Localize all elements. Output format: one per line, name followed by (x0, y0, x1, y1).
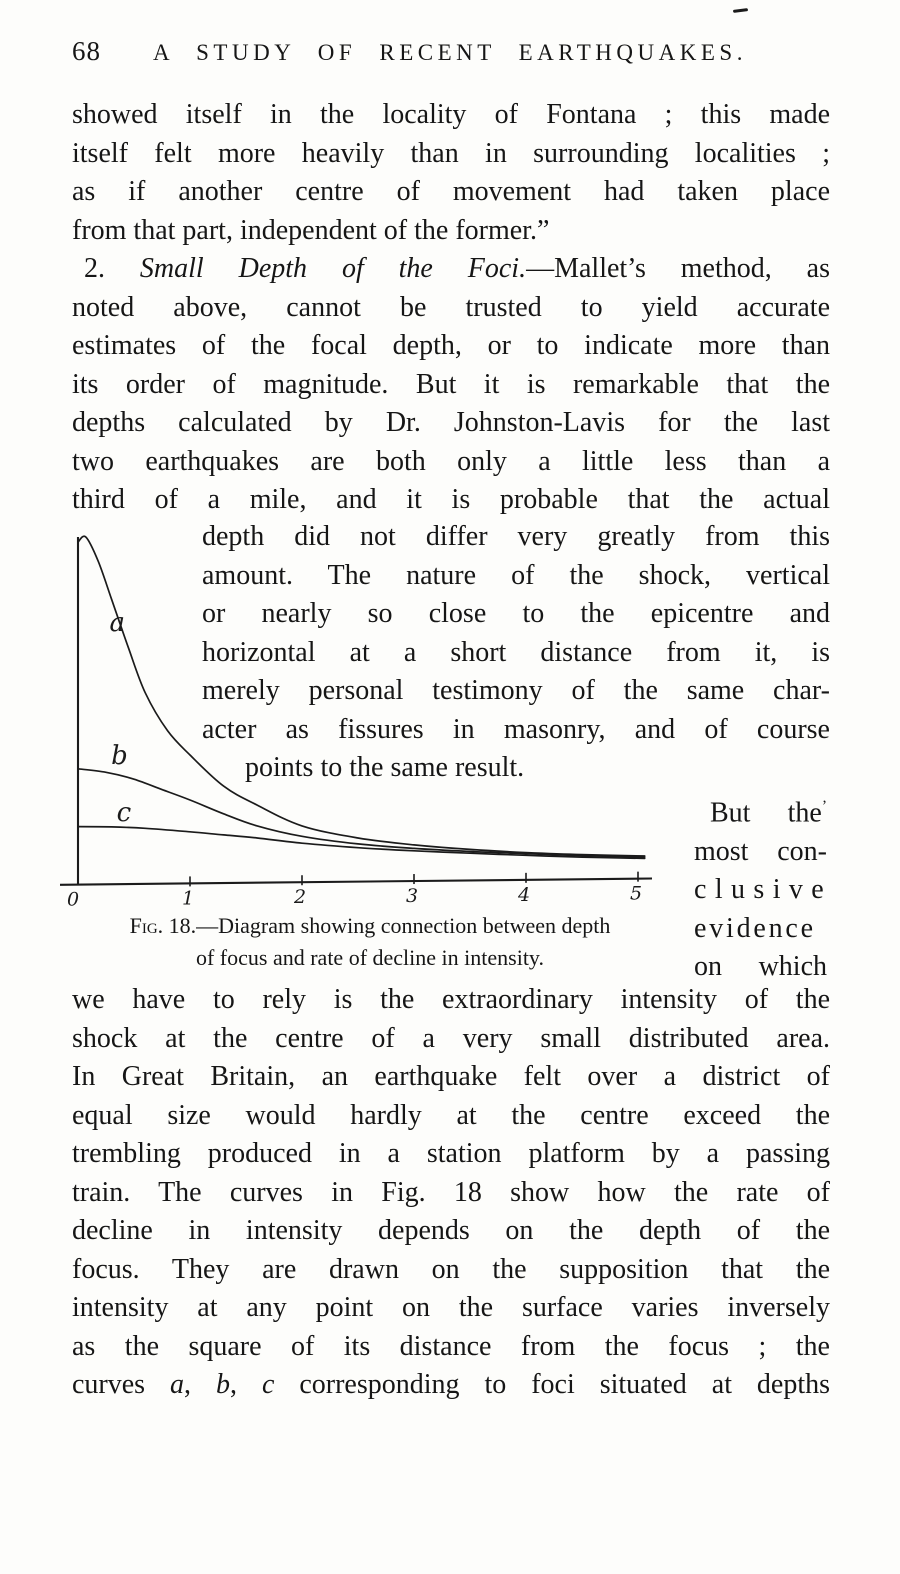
curve-label-a: a (109, 608, 125, 638)
figure-18-diagram: 0 1 2 3 4 5 a bc (59, 535, 653, 911)
curve-label-b: b (111, 741, 128, 771)
text-line: showed itself in the locality of Fontana… (72, 99, 830, 130)
text-line: two earthquakes are both only a little l… (72, 445, 830, 477)
text-line: intensity at any point on the surface va… (72, 1292, 830, 1323)
x-tick-label-2: 2 (293, 886, 306, 908)
text-line: depth did not differ very greatly from t… (202, 521, 830, 552)
figure-caption: Fig. 18.—Diagram showing connection betw… (60, 910, 680, 973)
text-line: its order of magnitude. But it is remark… (72, 368, 830, 400)
text-line: estimates of the focal depth, or to indi… (72, 330, 830, 361)
text-line: itself felt more heavily than in surroun… (72, 137, 830, 169)
x-tick-label-5: 5 (630, 883, 642, 905)
x-tick-label-0: 0 (67, 889, 79, 911)
curve-label-c: c (117, 798, 132, 828)
text-line: merely personal testimony of the same ch… (202, 675, 830, 706)
text-line: as the square of its distance from the f… (72, 1330, 830, 1362)
page-number: 68 (72, 36, 101, 66)
curve-b (77, 767, 646, 858)
side-column-text: But theʼ most con-clusive evidence on which (694, 788, 827, 987)
text-line: noted above, cannot be trusted to yield … (72, 291, 830, 323)
paragraph-wrapped-beside-figure: depth did not differ very greatly from t… (202, 518, 830, 788)
text-line: 2. Small Depth of the Foci.—Mallet’s met… (84, 253, 831, 284)
paragraph-2-small-depth-of-foci: 2. Small Depth of the Foci.—Mallet’s met… (72, 250, 830, 520)
text-line: train. The curves in Fig. 18 show how th… (72, 1176, 830, 1208)
paragraph-3: we have to rely is the extraordinary int… (72, 981, 830, 1405)
scan-artifact-mark (732, 8, 749, 13)
text-line: we have to rely is the extraordinary int… (72, 984, 830, 1015)
x-axis (59, 877, 653, 886)
text-line: amount. The nature of the shock, vertica… (202, 559, 830, 591)
text-line: evidence (694, 912, 816, 944)
x-tick-label-4: 4 (517, 884, 530, 906)
curve-c (77, 825, 646, 860)
text-line: or nearly so close to the epicentre and (202, 598, 830, 629)
text-line: In Great Britain, an earthquake felt ove… (72, 1061, 830, 1092)
text-line: third of a mile, and it is probable that… (72, 484, 830, 515)
text-line: on which (694, 951, 827, 983)
text-line: equal size would hardly at the centre ex… (72, 1099, 830, 1131)
text-line: of focus and rate of decline in intensit… (195, 944, 544, 970)
running-title: A STUDY OF RECENT EARTHQUAKES. (153, 40, 747, 65)
text-line: points to the same result. (245, 752, 525, 783)
text-line: horizontal at a short distance from it, … (202, 636, 830, 668)
x-tick-label-3: 3 (406, 885, 418, 907)
x-tick-label-1: 1 (182, 887, 194, 909)
text-line: Fig. 18.—Diagram showing connection betw… (129, 913, 611, 938)
text-line: decline in intensity depends on the dept… (72, 1215, 830, 1246)
text-line: trembling produced in a station platform… (72, 1138, 830, 1169)
text-line: acter as fissures in masonry, and of cou… (202, 713, 830, 745)
text-line: as if another centre of movement had tak… (72, 176, 830, 207)
text-line: clusive (694, 874, 833, 906)
text-line: most con- (694, 835, 827, 867)
text-line: But theʼ (710, 797, 827, 829)
curve-a (77, 535, 646, 857)
text-line: curves a, b, c corresponding to foci sit… (72, 1369, 831, 1400)
text-line: from that part, independent of the forme… (72, 214, 550, 246)
text-line: focus. They are drawn on the supposition… (72, 1253, 830, 1285)
paragraph-1: showed itself in the locality of Fontana… (72, 96, 830, 250)
text-line: depths calculated by Dr. Johnston-Lavis … (72, 407, 830, 438)
text-line: shock at the centre of a very small dist… (72, 1022, 830, 1054)
